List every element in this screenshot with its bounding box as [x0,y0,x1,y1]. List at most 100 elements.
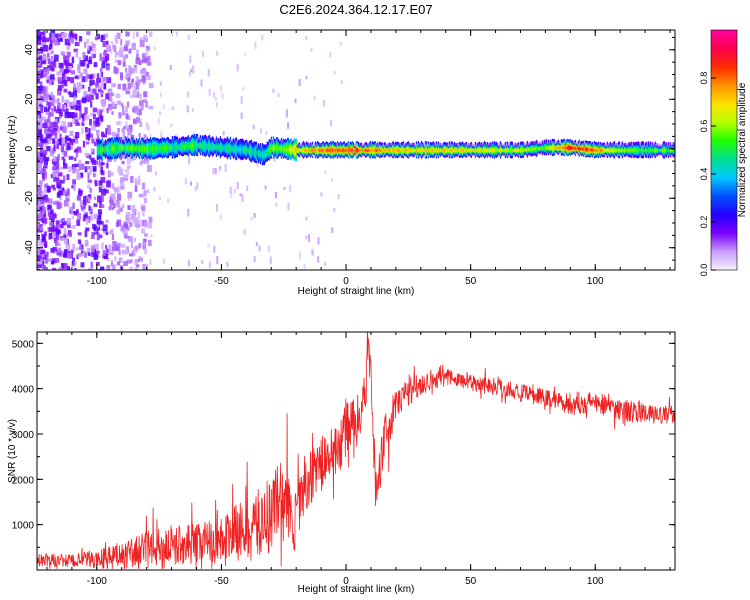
heatmap-noise-cell [78,57,82,64]
heatmap-band-cell [280,146,283,149]
heatmap-noise-cell [102,133,107,138]
heatmap-band-cell [284,156,287,159]
heatmap-band-cell [207,148,210,151]
heatmap-band-cell [339,150,342,153]
heatmap-band-cell [283,142,286,145]
heatmap-band-cell [325,143,328,146]
heatmap-band-cell [266,155,269,158]
heatmap-noise-cell [90,147,94,153]
heatmap-noise-cell [272,88,275,93]
heatmap-band-cell [181,143,184,146]
heatmap-noise-cell [39,156,44,163]
heatmap-noise-cell [277,93,280,98]
heatmap-band-cell [329,154,332,157]
heatmap-noise-cell [57,127,60,134]
heatmap-band-cell [99,150,102,153]
heatmap-band-cell [163,154,166,157]
heatmap-noise-cell [135,83,140,90]
heatmap-band-cell [329,141,332,144]
heatmap-noise-cell [239,193,242,197]
heatmap-noise-cell [216,51,219,56]
heatmap-band-cell [289,140,292,143]
heatmap-noise-cell [59,111,63,117]
heatmap-band-cell [161,149,164,152]
heatmap-band-cell [287,148,290,151]
heatmap-band-cell [224,152,227,155]
heatmap-noise-cell [49,122,55,128]
heatmap-band-cell [98,142,101,145]
heatmap-noise-cell [58,62,63,68]
heatmap-band-cell [248,154,251,157]
heatmap-noise-cell [242,87,245,91]
heatmap-band-cell [116,143,119,146]
heatmap-band-cell [237,155,240,158]
heatmap-noise-cell [120,243,126,248]
heatmap-band-cell [98,156,101,159]
heatmap-band-cell [221,143,224,146]
heatmap-noise-cell [138,243,142,249]
heatmap-noise-cell [190,181,192,186]
heatmap-noise-cell [38,166,42,171]
heatmap-band-cell [246,154,249,157]
heatmap-noise-cell [44,106,47,113]
heatmap-band-cell [259,146,262,149]
heatmap-noise-cell [75,122,80,126]
heatmap-band-cell [133,152,136,155]
heatmap-band-cell [276,147,279,150]
heatmap-band-cell [99,141,102,144]
heatmap-noise-cell [87,44,90,51]
heatmap-band-cell [160,144,163,148]
heatmap-noise-cell [106,265,111,270]
heatmap-noise-cell [120,177,123,184]
heatmap-band-cell [257,148,260,151]
heatmap-band-cell [244,157,247,160]
heatmap-noise-cell [41,169,46,176]
heatmap-band-cell [163,140,166,143]
heatmap-band-cell [262,162,265,165]
heatmap-band-cell [336,148,339,151]
heatmap-band-cell [101,150,104,153]
heatmap-band-cell [155,149,158,152]
heatmap-band-cell [178,146,181,149]
heatmap-noise-cell [191,108,194,112]
heatmap-noise-cell [81,127,84,134]
heatmap-band-cell [316,150,319,153]
heatmap-band-cell [199,150,202,153]
heatmap-noise-cell [125,169,128,173]
heatmap-band-cell [124,142,127,145]
heatmap-band-cell [257,156,260,159]
heatmap-band-cell [117,139,120,142]
heatmap-band-cell [209,148,212,151]
heatmap-band-cell [195,144,198,147]
heatmap-band-cell [262,155,265,158]
heatmap-band-cell [244,146,247,149]
heatmap-band-cell [120,144,123,147]
heatmap-noise-cell [91,46,94,52]
heatmap-band-cell [161,137,164,140]
heatmap-band-cell [128,143,131,146]
heatmap-band-cell [141,149,144,152]
heatmap-band-cell [165,153,168,157]
heatmap-band-cell [272,144,275,147]
heatmap-band-cell [228,153,231,156]
heatmap-band-cell [183,149,186,152]
heatmap-band-cell [192,146,195,149]
heatmap-band-cell [147,138,150,141]
heatmap-band-cell [240,147,243,150]
heatmap-band-cell [269,140,272,144]
heatmap-band-cell [194,149,197,152]
heatmap-band-cell [182,140,185,143]
heatmap-band-cell [185,147,188,151]
heatmap-band-cell [125,152,128,155]
heatmap-band-cell [226,152,229,155]
heatmap-band-cell [278,140,281,143]
heatmap-noise-cell [74,75,79,79]
heatmap-noise-cell [117,261,120,266]
heatmap-band-cell [235,153,238,156]
heatmap-noise-cell [96,108,101,115]
heatmap-band-cell [242,149,245,152]
heatmap-noise-cell [145,101,148,108]
heatmap-noise-cell [75,247,79,251]
heatmap-band-cell [166,137,169,140]
heatmap-band-cell [176,147,179,151]
